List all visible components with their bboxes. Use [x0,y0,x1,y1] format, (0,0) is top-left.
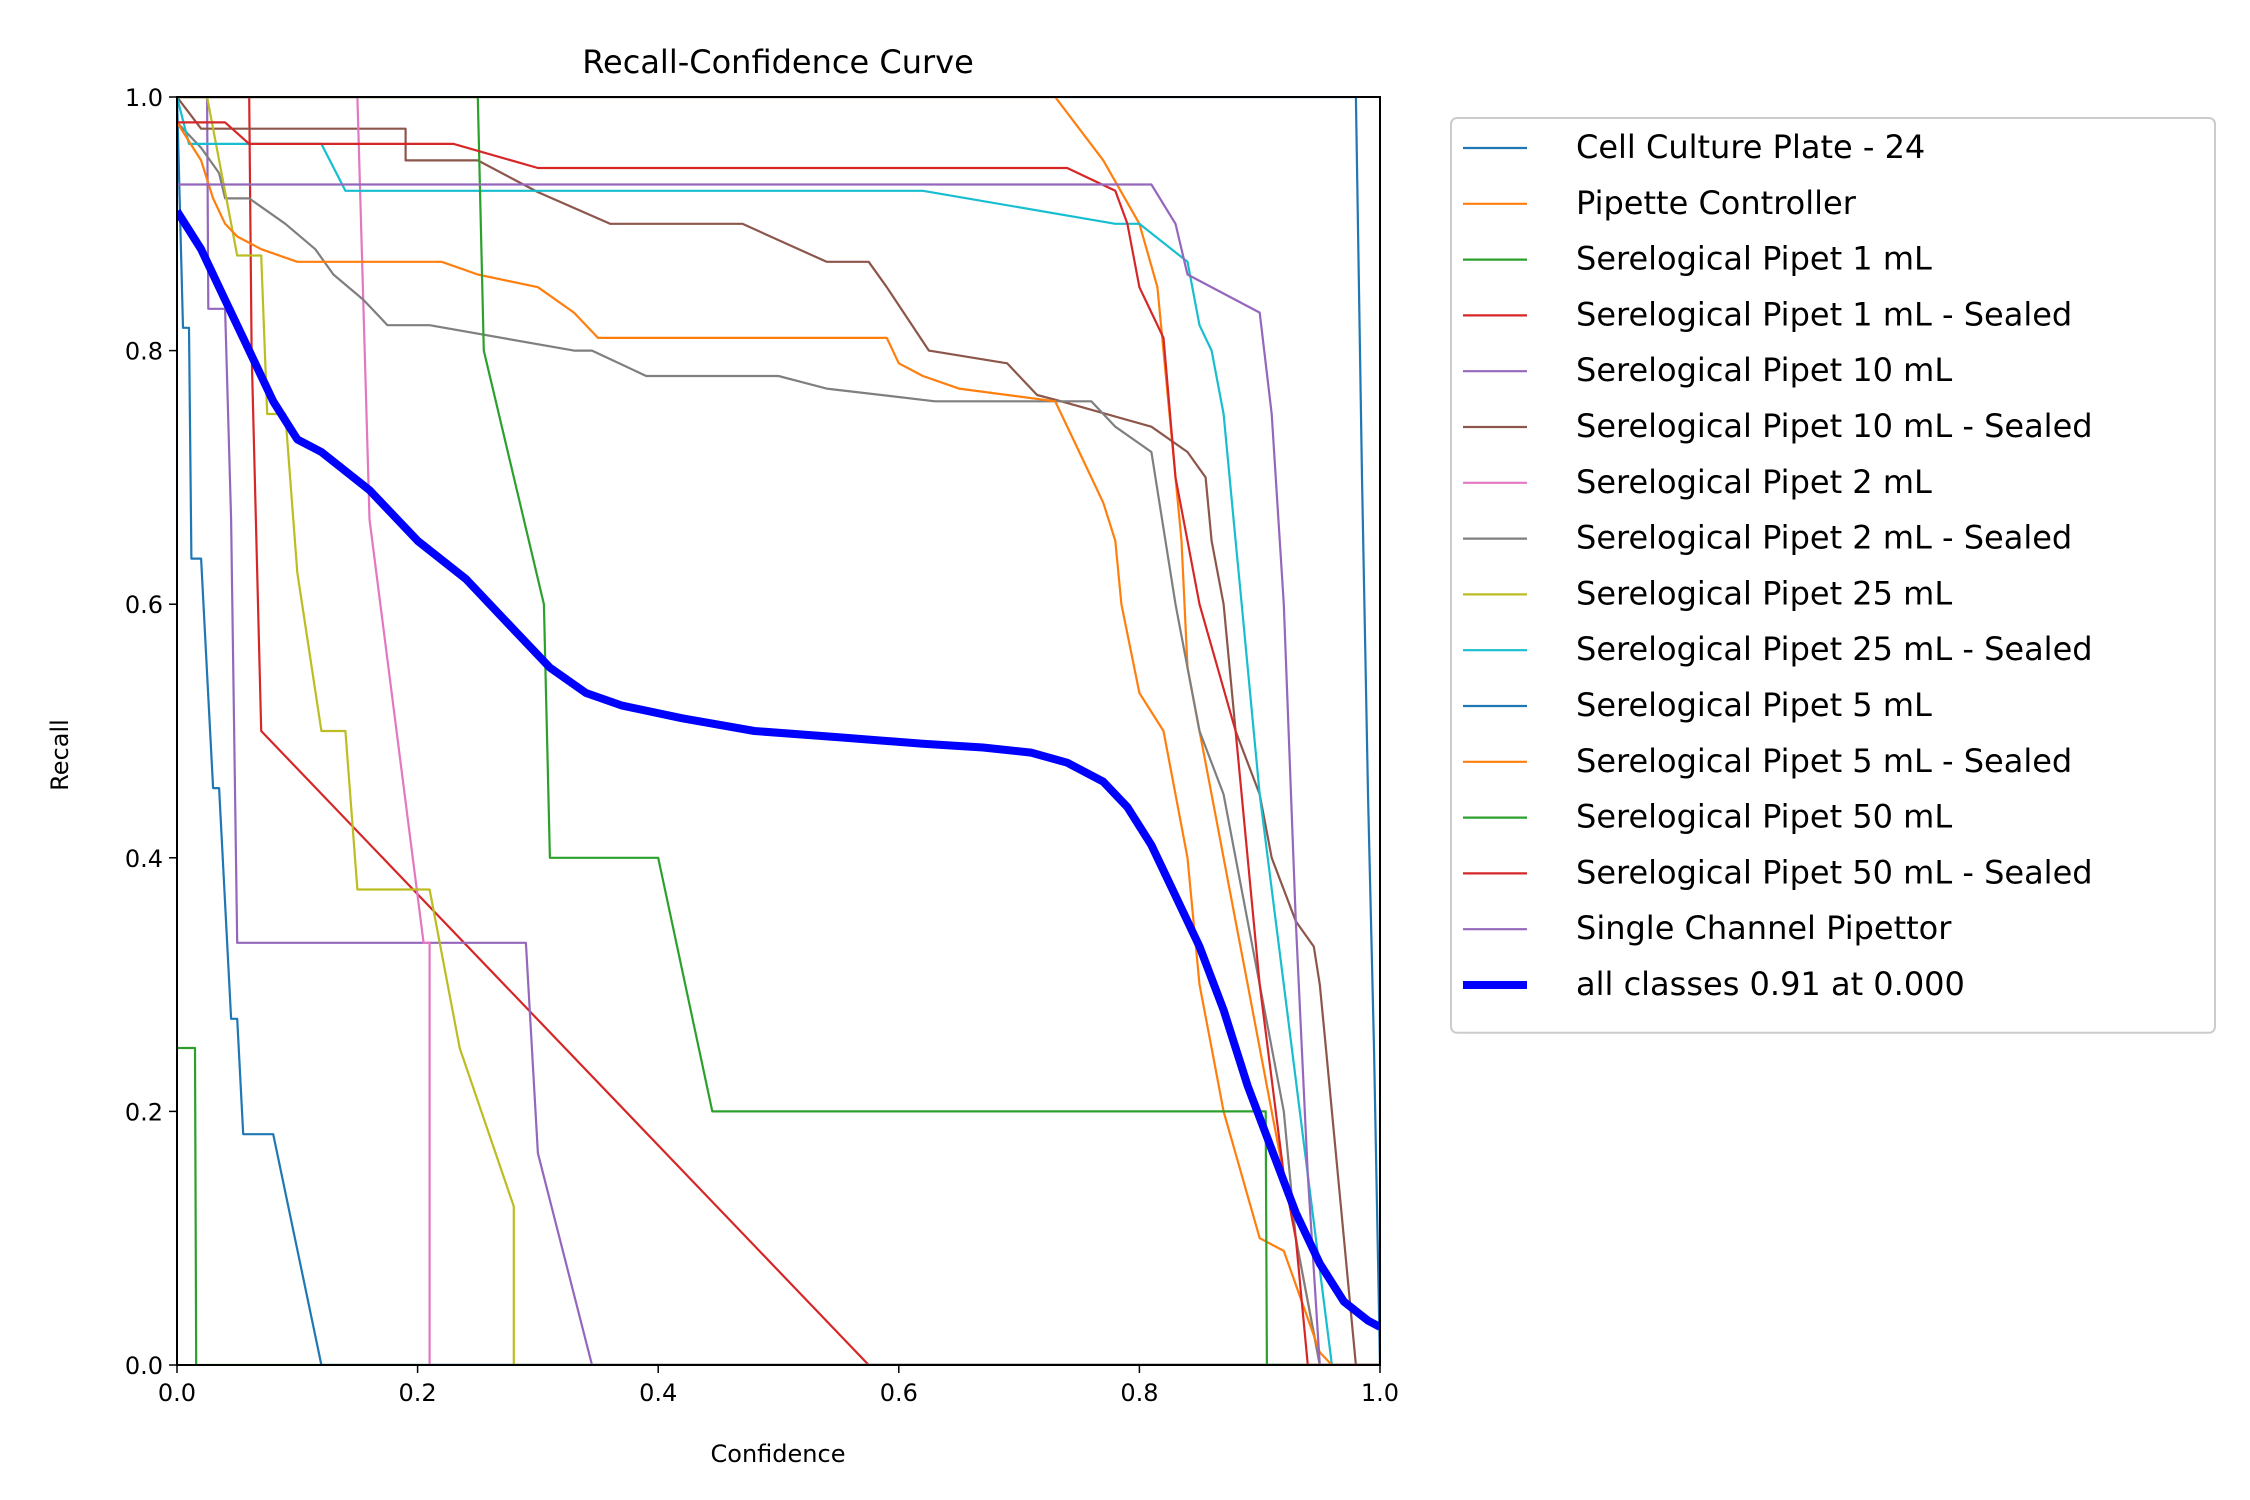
series-line-3 [177,1046,1380,1365]
legend-label: Serelogical Pipet 10 mL [1576,351,1952,389]
legend-label: Serelogical Pipet 10 mL - Sealed [1576,407,2093,445]
y-axis-label: Recall [46,719,74,791]
x-axis-label: Confidence [711,1440,846,1468]
series-line-7 [177,97,1380,1365]
x-tick-label: 0.0 [158,1379,196,1407]
legend-label: Cell Culture Plate - 24 [1576,128,1925,166]
series-layer [177,97,1380,1365]
legend-label: all classes 0.91 at 0.000 [1576,965,1965,1003]
series-line-9 [177,97,1380,1365]
series-line-15 [177,183,1380,1365]
y-tick-label: 1.0 [125,84,163,112]
legend-label: Serelogical Pipet 1 mL [1576,240,1932,278]
ticks-layer: 0.0 0.2 0.4 0.6 0.8 1.0 0.0 0.2 0.4 0.6 0.8 1.0 [125,84,1399,1407]
series-line-4 [177,97,1380,1365]
series-line-13 [177,97,1380,1365]
x-tick-label: 0.8 [1120,1379,1158,1407]
x-tick-label: 0.2 [399,1379,437,1407]
chart-title: Recall-Confidence Curve [582,43,974,81]
series-line-12 [177,121,1380,1365]
y-tick-label: 0.6 [125,591,163,619]
series-line-5 [177,97,1380,1365]
legend-label: Single Channel Pipettor [1576,909,1952,947]
legend-label: Serelogical Pipet 1 mL - Sealed [1576,295,2072,333]
legend-label: Pipette Controller [1576,184,1857,222]
x-tick-label: 0.6 [880,1379,918,1407]
legend: Cell Culture Plate - 24 Pipette Controlle… [1450,117,2216,1034]
y-tick-label: 0.8 [125,338,163,366]
legend-label: Serelogical Pipet 50 mL - Sealed [1576,853,2093,891]
legend-label: Serelogical Pipet 25 mL - Sealed [1576,630,2093,668]
legend-label: Serelogical Pipet 5 mL [1576,686,1932,724]
legend-box [1450,117,2216,1034]
series-line-10 [177,97,1380,1365]
legend-label: Serelogical Pipet 2 mL - Sealed [1576,519,2072,557]
legend-label: Serelogical Pipet 25 mL [1576,574,1952,612]
series-line-1 [177,97,1380,1365]
y-tick-label: 0.0 [125,1352,163,1380]
series-line-11 [177,97,1380,1365]
legend-label: Serelogical Pipet 2 mL [1576,463,1932,501]
plot-frame [176,96,1381,1366]
y-tick-label: 0.4 [125,845,163,873]
series-line-16 [177,208,1380,1331]
y-tick-label: 0.2 [125,1098,163,1126]
series-line-8 [177,121,1380,1365]
x-tick-label: 1.0 [1361,1379,1399,1407]
legend-label: Serelogical Pipet 50 mL [1576,798,1952,836]
legend-label: Serelogical Pipet 5 mL - Sealed [1576,742,2072,780]
x-tick-label: 0.4 [639,1379,677,1407]
